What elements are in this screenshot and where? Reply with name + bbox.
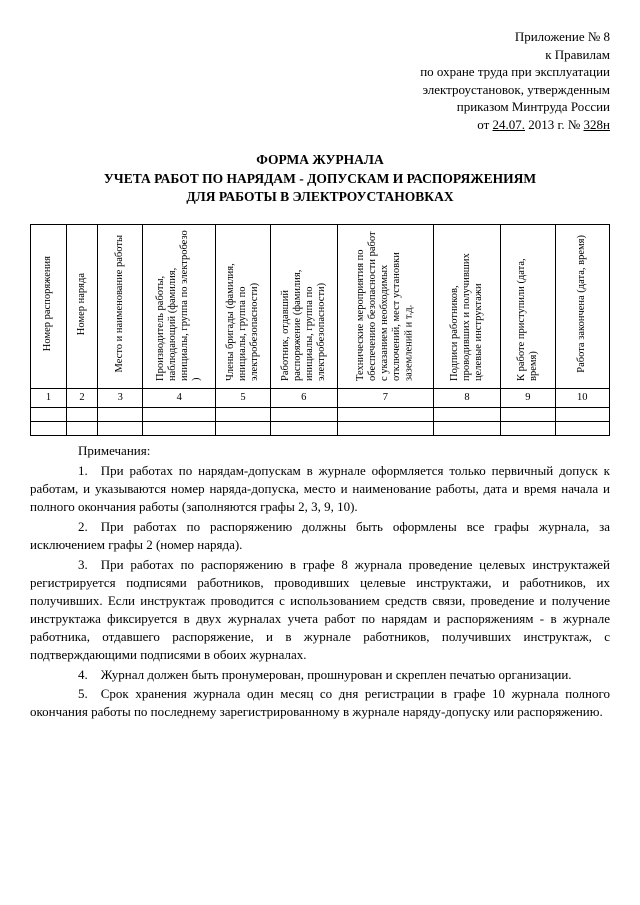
column-header: Члены бригады (фамилия, инициалы, группа… bbox=[216, 224, 270, 388]
table-cell bbox=[501, 422, 555, 436]
appendix-date-line: от 24.07. 2013 г. № 328н bbox=[30, 116, 610, 134]
appendix-line: к Правилам bbox=[30, 46, 610, 64]
table-cell bbox=[433, 422, 500, 436]
table-number-row: 12345678910 bbox=[31, 389, 610, 408]
column-header: Технические мероприятия по обеспечению б… bbox=[337, 224, 433, 388]
column-number: 1 bbox=[31, 389, 67, 408]
journal-form-table: Номер распоряжения Номер наряда Место и на… bbox=[30, 224, 610, 436]
table-cell bbox=[270, 422, 337, 436]
column-header-label: Подписи работников, проводивших и получи… bbox=[449, 227, 485, 381]
column-header-label: К работе приступили (дата, время) bbox=[516, 227, 540, 381]
table-header-row: Номер распоряжения Номер наряда Место и на… bbox=[31, 224, 610, 388]
table-cell bbox=[98, 422, 143, 436]
column-header: Подписи работников, проводивших и получи… bbox=[433, 224, 500, 388]
title-line: ДЛЯ РАБОТЫ В ЭЛЕКТРОУСТАНОВКАХ bbox=[30, 188, 610, 206]
note-item: 3. При работах по распоряжению в графе 8… bbox=[30, 556, 610, 664]
table-cell bbox=[216, 408, 270, 422]
date-underlined: 24.07. bbox=[493, 117, 526, 132]
column-number: 5 bbox=[216, 389, 270, 408]
column-number: 3 bbox=[98, 389, 143, 408]
table-cell bbox=[501, 408, 555, 422]
column-header-label: Работник, отдавший распоряжение (фамилия… bbox=[280, 227, 328, 381]
column-header: Работник, отдавший распоряжение (фамилия… bbox=[270, 224, 337, 388]
note-item: 1. При работах по нарядам-допускам в жур… bbox=[30, 462, 610, 516]
column-number: 8 bbox=[433, 389, 500, 408]
order-num-underlined: 328н bbox=[584, 117, 610, 132]
notes-section: Примечания: 1. При работах по нарядам-до… bbox=[30, 442, 610, 721]
column-header: Работа закончена (дата, время) bbox=[555, 224, 609, 388]
appendix-line: по охране труда при эксплуатации bbox=[30, 63, 610, 81]
column-header: К работе приступили (дата, время) bbox=[501, 224, 555, 388]
column-header: Номер распоряжения bbox=[31, 224, 67, 388]
appendix-line: электроустановок, утвержденным bbox=[30, 81, 610, 99]
title-line: ФОРМА ЖУРНАЛА bbox=[30, 151, 610, 169]
table-cell bbox=[31, 408, 67, 422]
table-cell bbox=[337, 422, 433, 436]
appendix-block: Приложение № 8 к Правилам по охране труд… bbox=[30, 28, 610, 133]
notes-heading: Примечания: bbox=[78, 442, 610, 460]
column-header-label: Место и наименование работы bbox=[114, 235, 126, 372]
table-cell bbox=[66, 408, 97, 422]
document-title: ФОРМА ЖУРНАЛА УЧЕТА РАБОТ ПО НАРЯДАМ - Д… bbox=[30, 151, 610, 206]
table-cell bbox=[555, 408, 609, 422]
table-cell bbox=[337, 408, 433, 422]
table-cell bbox=[270, 408, 337, 422]
table-row bbox=[31, 408, 610, 422]
column-header-label: Члены бригады (фамилия, инициалы, группа… bbox=[225, 227, 261, 381]
date-prefix: от bbox=[477, 117, 492, 132]
table-cell bbox=[31, 422, 67, 436]
table-cell bbox=[98, 408, 143, 422]
note-item: 5. Срок хранения журнала один месяц со д… bbox=[30, 685, 610, 721]
table-row bbox=[31, 422, 610, 436]
table-cell bbox=[433, 408, 500, 422]
column-header-label: Номер наряда bbox=[76, 273, 88, 335]
column-number: 6 bbox=[270, 389, 337, 408]
column-header-label: Производитель работы, наблюдающий (фамил… bbox=[155, 227, 203, 381]
title-line: УЧЕТА РАБОТ ПО НАРЯДАМ - ДОПУСКАМ И РАСП… bbox=[30, 170, 610, 188]
column-header-label: Номер распоряжения bbox=[42, 256, 54, 351]
column-header: Производитель работы, наблюдающий (фамил… bbox=[143, 224, 216, 388]
appendix-line: приказом Минтруда России bbox=[30, 98, 610, 116]
column-header-label: Технические мероприятия по обеспечению б… bbox=[355, 227, 415, 381]
table-cell bbox=[555, 422, 609, 436]
table-cell bbox=[66, 422, 97, 436]
note-item: 4. Журнал должен быть пронумерован, прош… bbox=[30, 666, 610, 684]
column-number: 4 bbox=[143, 389, 216, 408]
column-header-label: Работа закончена (дата, время) bbox=[576, 235, 588, 373]
column-number: 10 bbox=[555, 389, 609, 408]
column-header: Номер наряда bbox=[66, 224, 97, 388]
date-mid: 2013 г. № bbox=[525, 117, 584, 132]
column-header: Место и наименование работы bbox=[98, 224, 143, 388]
table-cell bbox=[216, 422, 270, 436]
appendix-line: Приложение № 8 bbox=[30, 28, 610, 46]
table-cell bbox=[143, 408, 216, 422]
table-cell bbox=[143, 422, 216, 436]
note-item: 2. При работах по распоряжению должны бы… bbox=[30, 518, 610, 554]
column-number: 9 bbox=[501, 389, 555, 408]
column-number: 7 bbox=[337, 389, 433, 408]
column-number: 2 bbox=[66, 389, 97, 408]
